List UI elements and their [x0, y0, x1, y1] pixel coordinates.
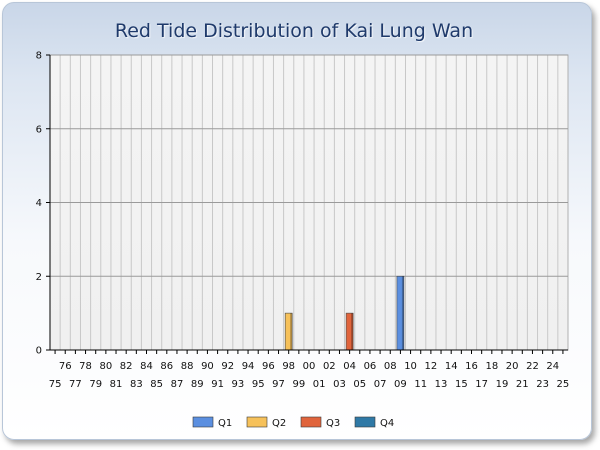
- x-tick-label: 08: [384, 361, 397, 372]
- x-tick-label: 85: [150, 379, 163, 390]
- bar-q1-09: [396, 275, 405, 351]
- x-tick-label: 23: [536, 379, 549, 390]
- x-tick-label: 06: [364, 361, 377, 372]
- x-tick-label: 95: [252, 379, 265, 390]
- x-tick-label: 13: [435, 379, 448, 390]
- x-tick-label: 14: [445, 361, 458, 372]
- x-tick-label: 17: [475, 379, 488, 390]
- y-axis-ticks: 0 2 4 6 8: [36, 51, 50, 357]
- x-tick-label: 91: [211, 379, 224, 390]
- x-tick-label: 81: [110, 379, 123, 390]
- x-tick-label: 16: [465, 361, 478, 372]
- x-tick-label: 80: [99, 361, 112, 372]
- x-tick-label: 15: [455, 379, 468, 390]
- x-axis-ticks: 75 76 77 78 79 80 81 82 83 84 85 86 87 88 89 90 91 92 93 94…: [49, 350, 570, 390]
- x-tick-label: 79: [89, 379, 102, 390]
- y-tick-label: 0: [36, 346, 42, 357]
- legend-swatch: [192, 416, 214, 428]
- x-tick-label: 75: [49, 379, 62, 390]
- x-tick-label: 88: [181, 361, 194, 372]
- legend-item-q2: Q2: [246, 416, 286, 429]
- x-tick-label: 02: [323, 361, 336, 372]
- legend-label: Q1: [218, 418, 232, 429]
- legend-swatch: [300, 416, 322, 428]
- bar-q2-98: [284, 312, 293, 351]
- x-tick-label: 19: [496, 379, 509, 390]
- bar-shade: [401, 276, 404, 350]
- x-tick-label: 11: [414, 379, 427, 390]
- bar-shade: [290, 313, 293, 350]
- legend-swatch: [246, 416, 268, 428]
- x-tick-label: 05: [353, 379, 366, 390]
- x-tick-label: 94: [242, 361, 255, 372]
- x-tick-label: 97: [272, 379, 285, 390]
- x-tick-label: 20: [506, 361, 519, 372]
- x-tick-label: 03: [333, 379, 346, 390]
- x-tick-label: 87: [171, 379, 184, 390]
- x-tick-label: 89: [191, 379, 204, 390]
- x-tick-label: 24: [546, 361, 559, 372]
- x-tick-label: 93: [232, 379, 245, 390]
- horizontal-grid-lines: [50, 54, 568, 277]
- x-tick-label: 77: [69, 379, 82, 390]
- x-tick-label: 84: [140, 361, 153, 372]
- legend: Q1 Q2 Q3 Q4: [192, 416, 394, 429]
- x-tick-label: 82: [120, 361, 133, 372]
- x-tick-label: 22: [526, 361, 539, 372]
- x-tick-label: 99: [292, 379, 305, 390]
- legend-item-q1: Q1: [192, 416, 232, 429]
- x-tick-label: 78: [79, 361, 92, 372]
- bar-shade: [351, 313, 354, 350]
- legend-item-q3: Q3: [300, 416, 340, 429]
- bar-q3-04: [345, 312, 354, 351]
- legend-label: Q4: [380, 418, 394, 429]
- x-tick-label: 25: [557, 379, 570, 390]
- legend-label: Q3: [326, 418, 340, 429]
- x-tick-label: 07: [374, 379, 387, 390]
- y-tick-label: 2: [36, 272, 42, 283]
- x-tick-label: 96: [262, 361, 275, 372]
- y-tick-label: 4: [36, 198, 42, 209]
- y-tick-label: 8: [36, 51, 42, 62]
- x-tick-label: 04: [343, 361, 356, 372]
- bar-series-group: [284, 275, 405, 351]
- x-tick-label: 09: [394, 379, 407, 390]
- x-tick-label: 10: [404, 361, 417, 372]
- x-tick-label: 00: [303, 361, 316, 372]
- legend-item-q4: Q4: [354, 416, 394, 429]
- x-tick-label: 90: [201, 361, 214, 372]
- x-tick-label: 76: [59, 361, 72, 372]
- x-tick-label: 18: [485, 361, 498, 372]
- x-tick-label: 92: [221, 361, 234, 372]
- x-tick-label: 98: [282, 361, 295, 372]
- x-tick-label: 01: [313, 379, 326, 390]
- chart-title: Red Tide Distribution of Kai Lung Wan: [114, 20, 474, 42]
- legend-label: Q2: [272, 418, 286, 429]
- x-tick-label: 86: [160, 361, 173, 372]
- legend-swatch: [354, 416, 376, 428]
- x-tick-label: 83: [130, 379, 143, 390]
- x-tick-label: 21: [516, 379, 529, 390]
- x-tick-label: 12: [425, 361, 438, 372]
- y-tick-label: 6: [36, 124, 42, 135]
